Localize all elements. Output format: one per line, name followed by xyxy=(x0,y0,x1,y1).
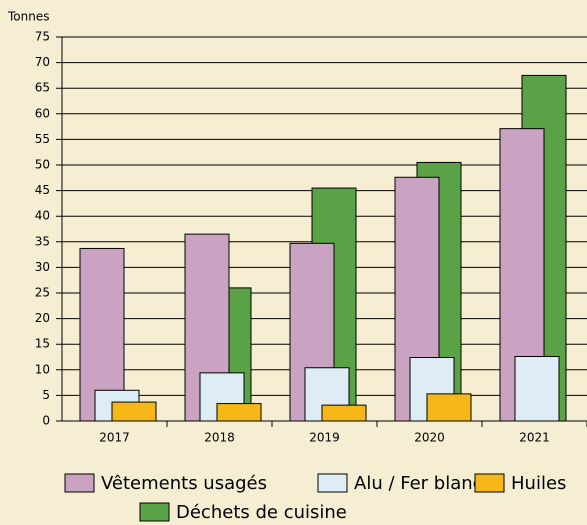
x-tick-label: 2020 xyxy=(414,431,445,445)
legend-label: Vêtements usagés xyxy=(101,473,267,494)
y-tick-label: 20 xyxy=(35,311,50,325)
legend-swatch xyxy=(64,473,95,493)
y-axis-label: Tonnes xyxy=(7,10,49,24)
x-tick-label: 2019 xyxy=(309,431,340,445)
y-tick-label: 60 xyxy=(35,106,50,120)
y-tick-label: 55 xyxy=(35,132,50,146)
y-tick-label: 25 xyxy=(35,286,50,300)
y-tick-label: 45 xyxy=(35,183,50,197)
y-tick-label: 35 xyxy=(35,234,50,248)
y-tick-label: 50 xyxy=(35,158,50,172)
legend-swatch xyxy=(139,502,170,522)
bar xyxy=(111,401,157,422)
y-tick-label: 65 xyxy=(35,81,50,95)
legend-label: Huiles xyxy=(511,473,566,494)
legend-label: Alu / Fer blanc xyxy=(354,473,483,494)
y-tick-label: 0 xyxy=(42,414,50,428)
x-tick-label: 2017 xyxy=(99,431,130,445)
x-tick-label: 2021 xyxy=(519,431,550,445)
y-tick-label: 15 xyxy=(35,337,50,351)
bar xyxy=(321,404,367,422)
y-tick-label: 30 xyxy=(35,260,50,274)
y-tick-label: 40 xyxy=(35,209,50,223)
x-tick-label: 2018 xyxy=(204,431,235,445)
legend-swatch xyxy=(317,473,348,493)
bar xyxy=(514,355,560,422)
y-tick-label: 75 xyxy=(35,30,50,44)
y-tick-label: 5 xyxy=(42,388,50,402)
bar xyxy=(426,393,472,422)
bar xyxy=(216,403,262,422)
y-tick-label: 10 xyxy=(35,362,50,376)
legend-swatch xyxy=(474,473,505,493)
legend-label: Déchets de cuisine xyxy=(176,502,347,523)
y-tick-label: 70 xyxy=(35,55,50,69)
